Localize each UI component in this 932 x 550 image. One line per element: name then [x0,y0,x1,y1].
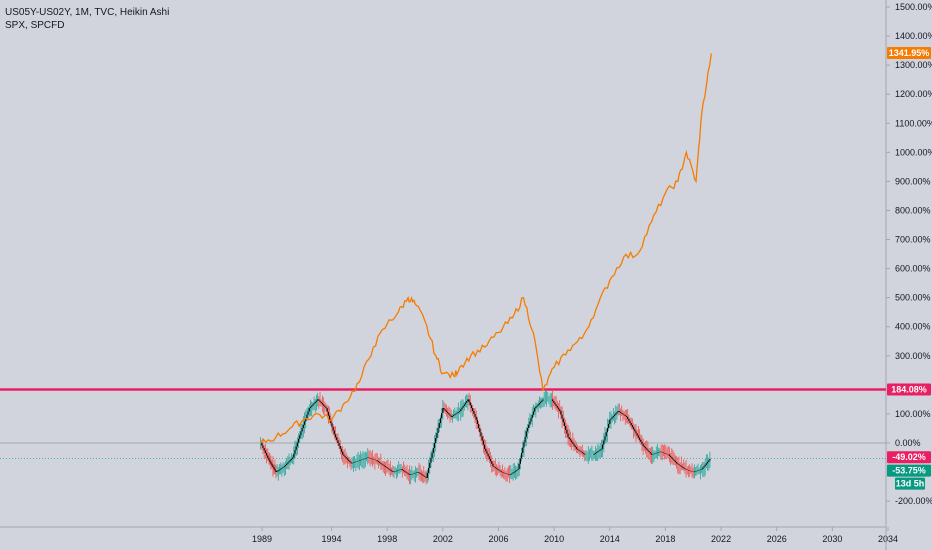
spx-line-path[interactable] [260,53,712,444]
x-axis: 1989 1994 1998 2002 2006 2010 2014 2018 2022 2026… [0,526,898,544]
y-tick-label: 1500.00% [895,2,932,12]
x-tick-label: 2026 [767,534,787,544]
spx-price-tag-bg [887,46,931,59]
legend: US05Y-US02Y, 1M, TVC, Heikin Ashi SPX, S… [5,6,169,32]
x-tick-label: 2014 [600,534,620,544]
x-tick-label: 1989 [252,534,272,544]
y-tick-label: 300.00% [895,351,931,361]
x-tick-label: 2018 [655,534,675,544]
x-tick-label: 2022 [711,534,731,544]
hline-price-tag: 184.08% [891,384,927,394]
reference-lines [0,388,886,460]
y-tick-label: 700.00% [895,235,931,245]
y-tick-label: 100.00% [895,409,931,419]
x-tick-label: 2010 [544,534,564,544]
y-tick-label: -200.00% [895,496,932,506]
y-tick-label: 1100.00% [895,118,932,128]
spx-price-tag: 1341.95% [889,48,930,58]
y-tick-label: 0.00% [895,438,921,448]
legend-spx-series[interactable]: SPX, SPCFD [5,20,65,31]
y-tick-label: 600.00% [895,264,931,274]
spread-close-tag: -49.02% [892,452,926,462]
x-tick-label: 2030 [822,534,842,544]
legend-main-series[interactable]: US05Y-US02Y, 1M, TVC, Heikin Ashi [5,7,170,18]
y-tick-label: 1400.00% [895,31,932,41]
spread-candles [260,390,711,485]
countdown-tag-bg [895,477,925,490]
x-tick-label: 2006 [488,534,508,544]
countdown-tag: 13d 5h [896,479,925,489]
x-tick-label: 2034 [878,534,898,544]
spread-line-tag: -53.75% [892,466,926,476]
y-tick-label: 400.00% [895,322,931,332]
y-tick-label: 1000.00% [895,147,932,157]
y-tick-label: 900.00% [895,176,931,186]
y-tick-label: 500.00% [895,293,931,303]
spread-line-tag-bg [887,464,931,477]
spread-close-tag-bg [887,451,931,464]
y-tick-label: 800.00% [895,205,931,215]
x-tick-label: 2002 [433,534,453,544]
y-tick-label: 1300.00% [895,60,932,70]
y-tick-label: 1200.00% [895,89,932,99]
x-tick-label: 1998 [377,534,397,544]
x-tick-label: 1994 [322,534,342,544]
hline-price-tag-bg [887,383,931,396]
spx-line [260,53,712,444]
price-tags: 1341.95% 184.08% -49.02% -53.75% 13d 5h [887,46,931,490]
